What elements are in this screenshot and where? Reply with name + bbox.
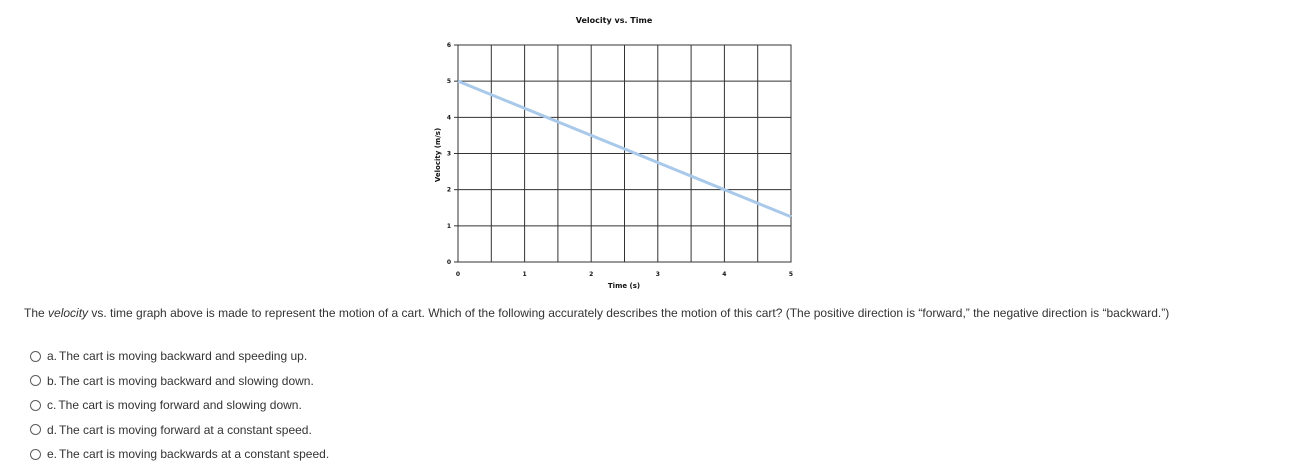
option-letter: c.	[47, 398, 57, 413]
answer-options: a. The cart is moving backward and speed…	[30, 344, 329, 467]
option-letter: e.	[47, 447, 58, 462]
y-axis-label: Velocity (m/s)	[434, 128, 442, 182]
option-b[interactable]: b. The cart is moving backward and slowi…	[30, 369, 329, 394]
x-axis-label: Time (s)	[608, 282, 640, 290]
y-tick-label: 1	[447, 223, 451, 230]
radio-button[interactable]	[30, 375, 41, 387]
y-tick-label: 4	[447, 114, 451, 121]
x-tick-label: 2	[589, 271, 593, 278]
question-emphasis: velocity	[48, 306, 89, 320]
y-axis-ticks: 0 1 2 3 4 5 6	[447, 42, 458, 266]
plot-series	[457, 79, 792, 219]
plot-grid	[457, 44, 792, 263]
option-letter: a.	[47, 349, 58, 364]
option-c[interactable]: c. The cart is moving forward and slowin…	[30, 393, 329, 418]
velocity-time-chart: Velocity vs. Time 0 1 2 3 4 5 6 0 1 2 3 4 5 Time (s…	[434, 16, 793, 290]
option-text: The cart is moving backward and slowing …	[59, 373, 314, 388]
y-tick-label: 5	[447, 78, 451, 85]
x-tick-label: 4	[722, 271, 726, 278]
y-tick-label: 2	[447, 187, 451, 194]
chart-title: Velocity vs. Time	[576, 16, 653, 25]
radio-button[interactable]	[30, 424, 41, 436]
x-tick-label: 3	[656, 271, 660, 278]
option-letter: b.	[47, 373, 58, 388]
velocity-line	[457, 79, 792, 219]
y-tick-label: 0	[447, 259, 451, 266]
option-text: The cart is moving backwards at a consta…	[59, 447, 330, 462]
question-text-after: vs. time graph above is made to represen…	[88, 306, 1170, 320]
question-text: The velocity vs. time graph above is mad…	[24, 305, 1224, 321]
option-d[interactable]: d. The cart is moving forward at a const…	[30, 418, 329, 443]
x-tick-label: 5	[789, 271, 793, 278]
radio-button[interactable]	[30, 399, 41, 411]
option-text: The cart is moving forward at a constant…	[59, 422, 312, 437]
x-axis-ticks: 0 1 2 3 4 5	[456, 271, 793, 278]
y-tick-label: 3	[447, 151, 451, 158]
radio-button[interactable]	[30, 350, 41, 362]
option-text: The cart is moving backward and speeding…	[59, 349, 308, 364]
option-letter: d.	[47, 422, 58, 437]
option-text: The cart is moving forward and slowing d…	[58, 398, 302, 413]
x-tick-label: 0	[456, 271, 460, 278]
question-text-before: The	[24, 306, 49, 320]
option-a[interactable]: a. The cart is moving backward and speed…	[30, 344, 329, 369]
radio-button[interactable]	[30, 448, 41, 460]
option-e[interactable]: e. The cart is moving backwards at a con…	[30, 442, 329, 467]
y-tick-label: 6	[447, 42, 451, 49]
x-tick-label: 1	[523, 271, 527, 278]
